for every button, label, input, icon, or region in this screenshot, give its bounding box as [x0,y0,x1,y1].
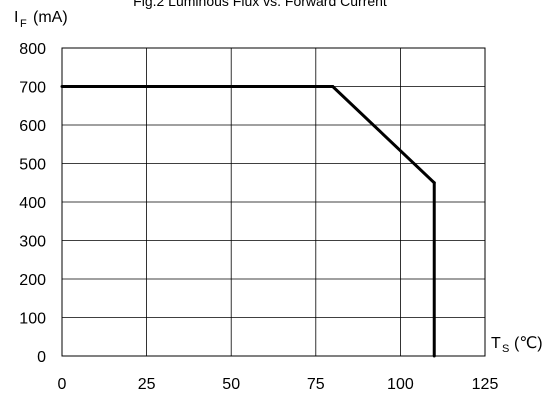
y-tick-label: 800 [19,41,46,58]
series-line [62,85,436,356]
x-axis-label: T S (℃) [491,335,543,355]
y-axis-label: I F (mA) [14,9,68,30]
y-tick-label: 600 [19,118,46,135]
x-tick-label: 100 [387,376,414,393]
data-point [432,354,436,358]
x-axis-label-sub: S [502,343,509,355]
x-axis-label-unit: (℃) [514,335,543,352]
y-axis-label-main: I [14,9,18,26]
y-tick-label: 200 [19,272,46,289]
chart-title: Fig.2 Luminous Flux vs. Forward Current [133,0,387,9]
x-tick-label: 75 [307,376,325,393]
y-tick-label: 400 [19,195,46,212]
y-axis-label-sub: F [20,18,27,30]
x-tick-label: 50 [222,376,240,393]
y-tick-label: 0 [37,349,46,366]
y-tick-label: 700 [19,80,46,97]
y-tick-label: 100 [19,311,46,328]
plot-area: 0 100 200 300 400 500 600 700 800 0 25 50 75 100 125 [19,41,498,393]
y-tick-label: 500 [19,157,46,174]
x-tick-label: 25 [138,376,156,393]
plot-frame [61,47,486,357]
x-tick-label: 0 [58,376,67,393]
data-point [60,85,64,88]
data-point [331,85,335,88]
x-tick-label: 125 [472,376,499,393]
y-axis-label-unit: (mA) [33,9,68,26]
y-tick-label: 300 [19,234,46,251]
x-axis-label-main: T [491,335,501,352]
data-point [432,181,436,185]
